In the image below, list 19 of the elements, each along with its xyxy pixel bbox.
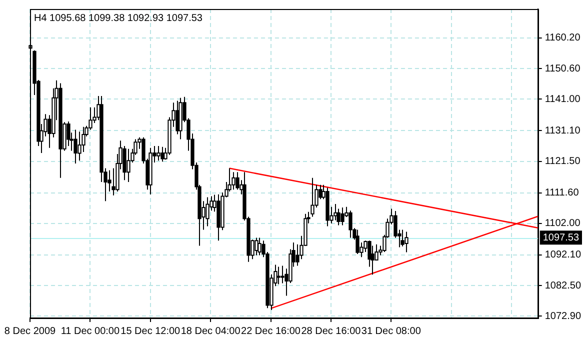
y-tick-label: 1150.60 xyxy=(544,63,581,74)
y-tick-label: 1072.90 xyxy=(544,310,582,322)
x-tick-label: 15 Dec 12:00 xyxy=(120,326,181,337)
x-tick-label: 28 Dec 16:00 xyxy=(301,326,362,337)
chart-title: H4 1095.68 1099.38 1092.93 1097.53 xyxy=(34,12,203,24)
y-tick-label: 1111.60 xyxy=(544,188,580,199)
y-tick-label: 1102.00 xyxy=(544,218,581,230)
x-tick-label: 8 Dec 2009 xyxy=(4,326,56,337)
y-tick-label: 1092.10 xyxy=(544,250,582,261)
y-tick-label: 1121.50 xyxy=(544,156,581,168)
y-tick-label: 1141.00 xyxy=(544,94,581,105)
x-tick-label: 31 Dec 08:00 xyxy=(361,326,422,337)
y-tick-label: 1082.50 xyxy=(544,280,582,292)
x-tick-label: 11 Dec 00:00 xyxy=(60,326,120,337)
x-tick-label: 22 Dec 16:00 xyxy=(241,326,301,337)
y-tick-label: 1131.10 xyxy=(544,125,581,136)
ref-line-label: 1097.53 xyxy=(542,232,580,244)
x-tick-label: 18 Dec 04:00 xyxy=(180,326,241,337)
y-tick-label: 1160.20 xyxy=(544,32,581,44)
